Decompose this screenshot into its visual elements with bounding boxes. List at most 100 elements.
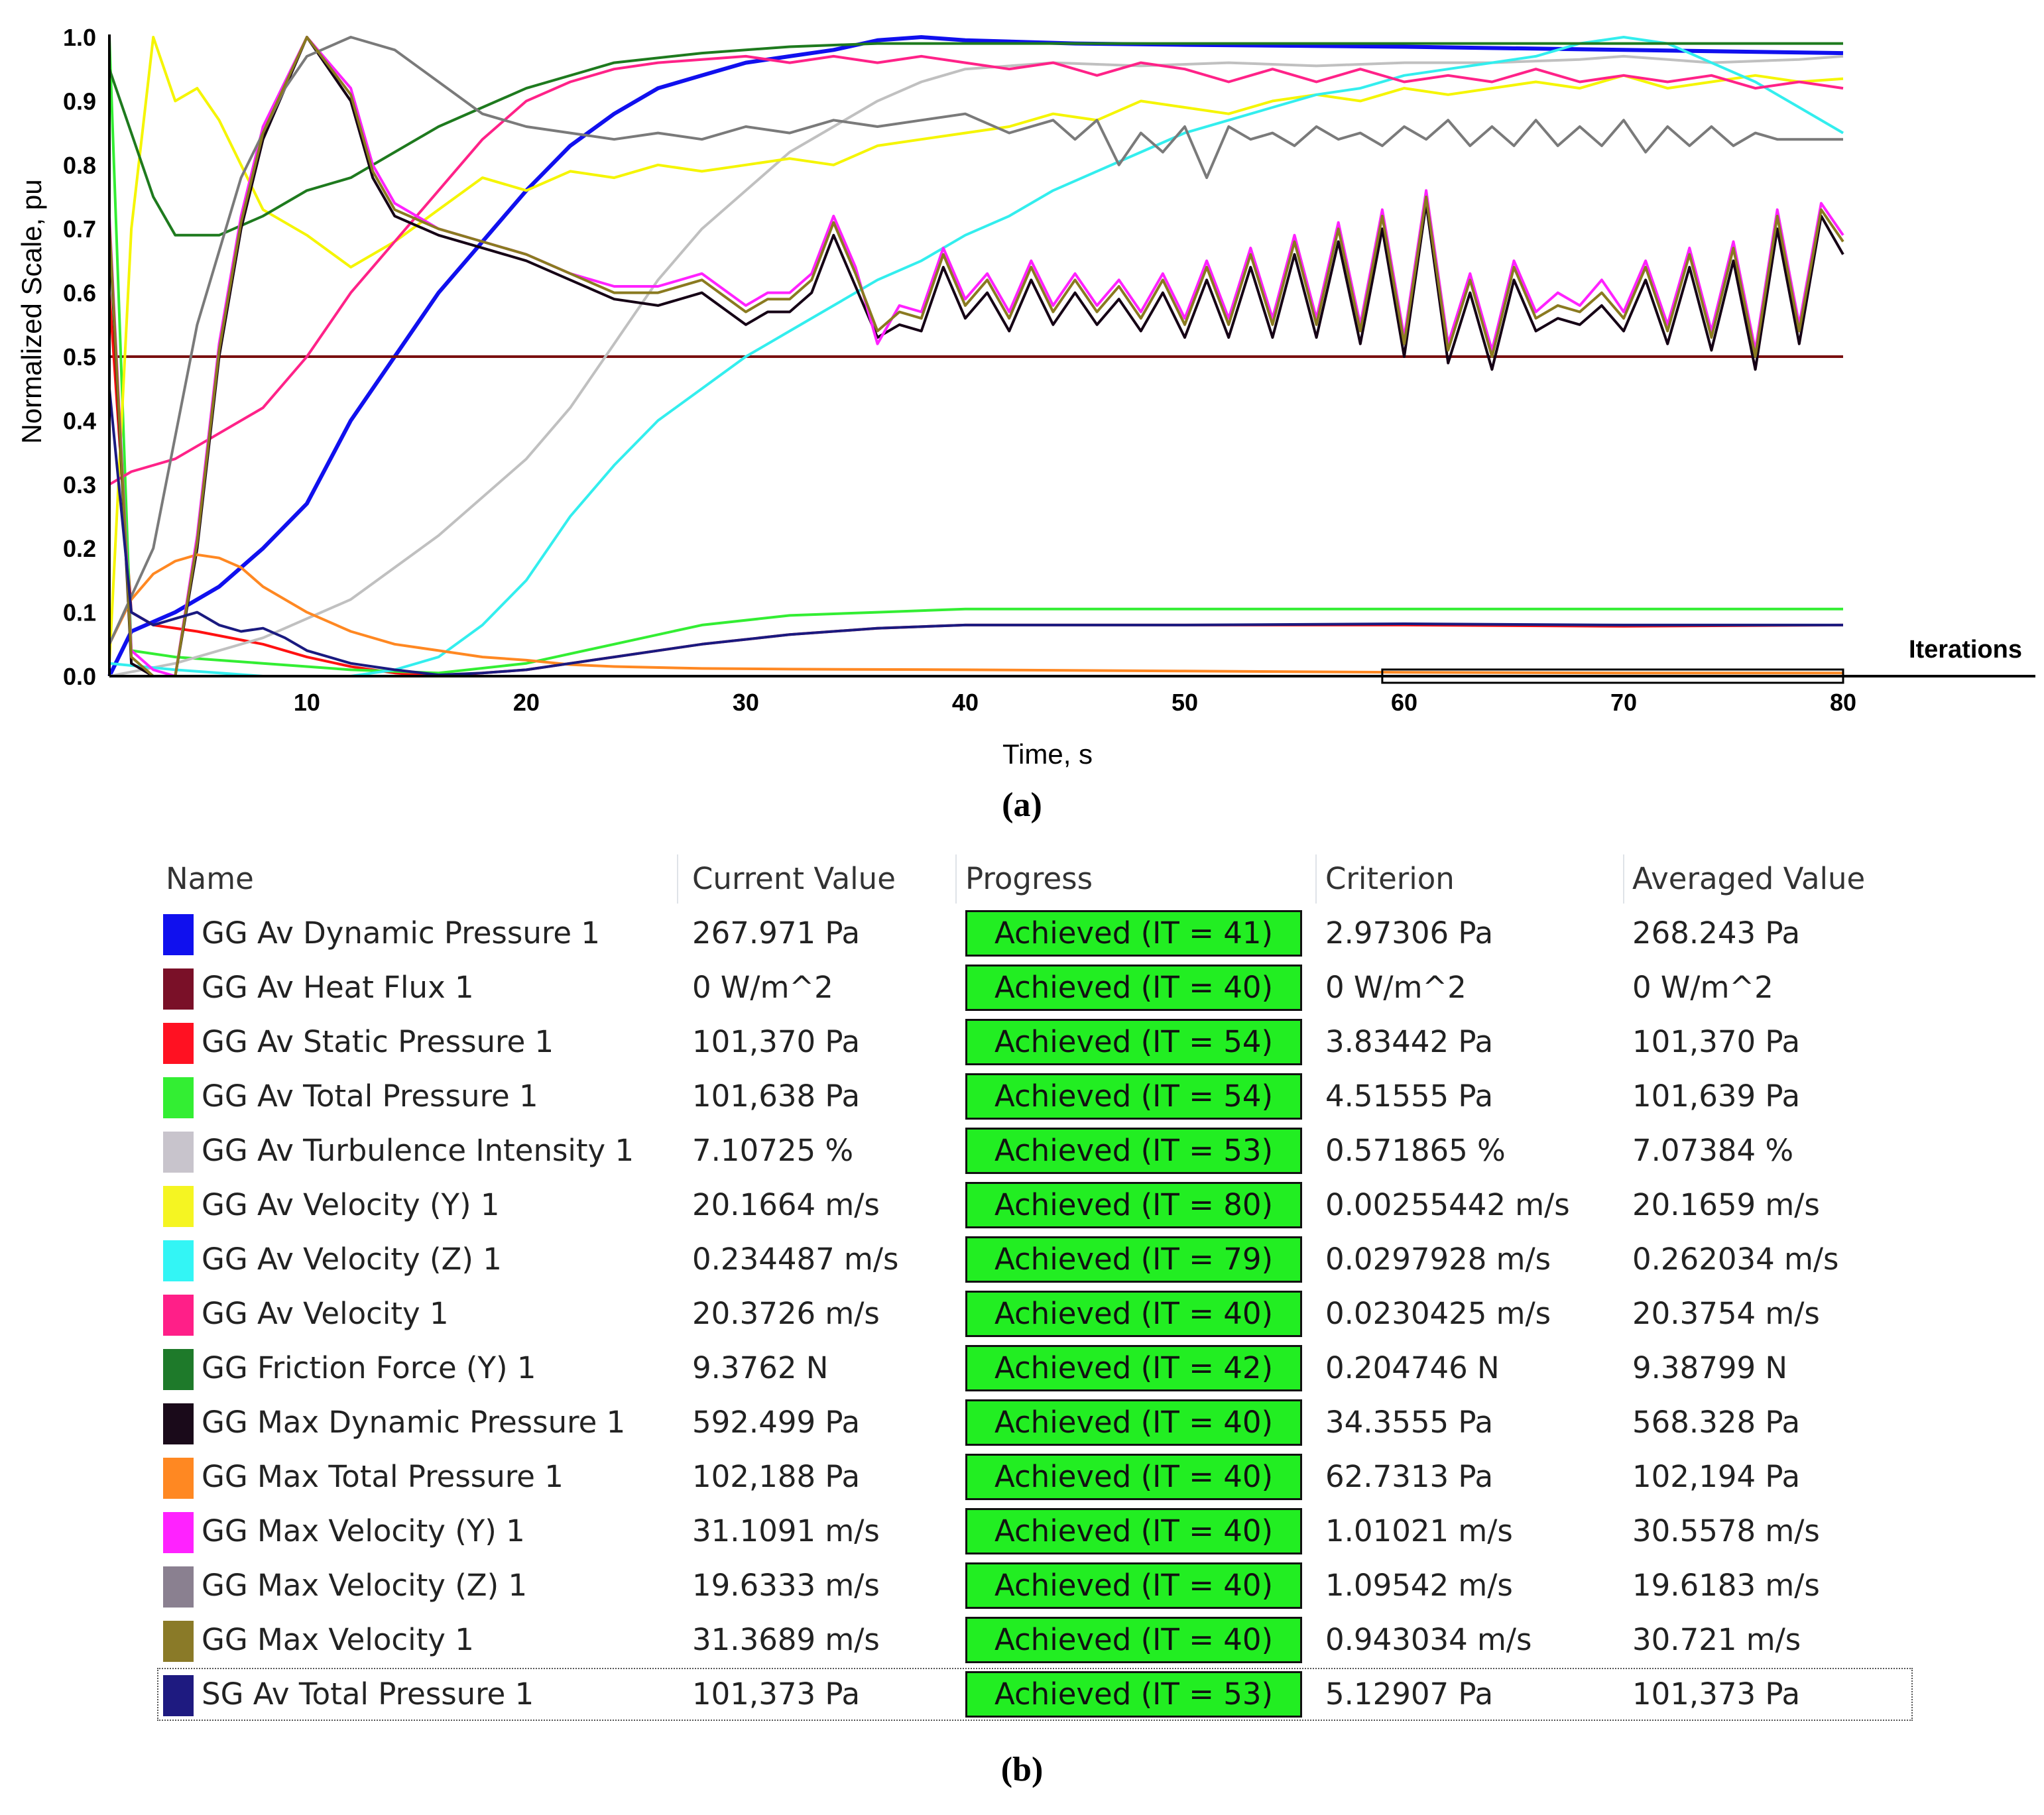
goal-name: GG Max Dynamic Pressure 1 xyxy=(202,1405,626,1440)
table-row[interactable]: GG Av Static Pressure 1 101,370 Pa Achieve… xyxy=(156,1015,1913,1069)
x-tick-label: 20 xyxy=(513,689,540,716)
series-line xyxy=(108,36,1843,645)
table-row[interactable]: GG Av Total Pressure 1 101,638 Pa Achieved… xyxy=(156,1069,1913,1124)
current-value: 101,370 Pa xyxy=(692,1024,861,1059)
header-current-value[interactable]: Current Value xyxy=(692,861,896,896)
goals-table: Name Current Value Progress Criterion Av… xyxy=(156,852,1913,1722)
averaged-value: 101,370 Pa xyxy=(1632,1024,1801,1059)
criterion-value: 0 W/m^2 xyxy=(1325,970,1467,1005)
criterion-value: 0.204746 N xyxy=(1325,1350,1500,1385)
series-color-swatch xyxy=(163,1240,194,1281)
series-color-swatch xyxy=(163,968,194,1010)
header-separator[interactable] xyxy=(1315,854,1317,904)
y-tick-label: 0.4 xyxy=(63,407,96,434)
header-separator[interactable] xyxy=(1623,854,1624,904)
averaged-value: 102,194 Pa xyxy=(1632,1459,1801,1494)
current-value: 267.971 Pa xyxy=(692,915,861,951)
series-color-swatch xyxy=(163,1566,194,1608)
x-tick-label: 50 xyxy=(1172,689,1198,716)
goal-name: GG Av Dynamic Pressure 1 xyxy=(202,915,600,951)
y-tick-label: 0.1 xyxy=(63,599,96,626)
goal-name: GG Max Total Pressure 1 xyxy=(202,1459,564,1494)
header-averaged-value[interactable]: Averaged Value xyxy=(1632,861,1866,896)
progress-status: Achieved (IT = 41) xyxy=(965,910,1302,957)
table-row[interactable]: GG Max Total Pressure 1 102,188 Pa Achieve… xyxy=(156,1450,1913,1504)
series-line xyxy=(108,292,1844,677)
progress-status: Achieved (IT = 79) xyxy=(965,1236,1302,1283)
series-layer xyxy=(107,35,1844,677)
series-line xyxy=(108,36,1843,675)
iterations-range-box xyxy=(1381,668,1844,684)
table-row[interactable]: GG Max Dynamic Pressure 1 592.499 Pa Achie… xyxy=(156,1395,1913,1450)
goal-name: GG Av Velocity (Z) 1 xyxy=(202,1242,502,1277)
criterion-value: 0.0297928 m/s xyxy=(1325,1242,1551,1277)
header-separator[interactable] xyxy=(677,854,678,904)
header-criterion[interactable]: Criterion xyxy=(1325,861,1455,896)
table-row[interactable]: GG Av Velocity (Y) 1 20.1664 m/s Achieved … xyxy=(156,1178,1913,1232)
averaged-value: 20.3754 m/s xyxy=(1632,1296,1820,1331)
criterion-value: 4.51555 Pa xyxy=(1325,1079,1494,1114)
series-color-swatch xyxy=(163,914,194,955)
table-row[interactable]: GG Av Velocity (Z) 1 0.234487 m/s Achieved… xyxy=(156,1232,1913,1287)
goal-name: GG Max Velocity (Z) 1 xyxy=(202,1568,528,1603)
progress-status: Achieved (IT = 40) xyxy=(965,965,1302,1011)
averaged-value: 7.07384 % xyxy=(1632,1133,1794,1168)
series-line xyxy=(108,388,1843,677)
y-tick-label: 0.0 xyxy=(63,663,96,690)
criterion-value: 2.97306 Pa xyxy=(1325,915,1494,951)
x-tick-label: 80 xyxy=(1830,689,1856,716)
goal-name: GG Av Velocity (Y) 1 xyxy=(202,1187,500,1222)
series-line xyxy=(108,553,1843,675)
criterion-value: 1.09542 m/s xyxy=(1325,1568,1513,1603)
y-tick-label: 0.6 xyxy=(63,280,96,307)
series-line xyxy=(108,36,1844,664)
table-row[interactable]: GG Av Dynamic Pressure 1 267.971 Pa Achiev… xyxy=(156,906,1913,961)
current-value: 0 W/m^2 xyxy=(692,970,833,1005)
table-row[interactable]: GG Max Velocity (Z) 1 19.6333 m/s Achieved… xyxy=(156,1558,1913,1613)
caption-a: (a) xyxy=(1002,786,1042,824)
current-value: 31.1091 m/s xyxy=(692,1513,880,1549)
iterations-label: Iterations xyxy=(1909,636,2022,664)
series-line xyxy=(109,36,1844,677)
table-row[interactable]: GG Av Velocity 1 20.3726 m/s Achieved (IT … xyxy=(156,1287,1913,1341)
header-progress[interactable]: Progress xyxy=(965,861,1093,896)
table-row[interactable]: GG Av Heat Flux 1 0 W/m^2 Achieved (IT = 4… xyxy=(156,961,1913,1015)
header-name[interactable]: Name xyxy=(166,861,254,896)
current-value: 31.3689 m/s xyxy=(692,1622,880,1657)
averaged-value: 268.243 Pa xyxy=(1632,915,1801,951)
averaged-value: 20.1659 m/s xyxy=(1632,1187,1820,1222)
series-color-swatch xyxy=(163,1295,194,1336)
header-separator[interactable] xyxy=(955,854,957,904)
table-header: Name Current Value Progress Criterion Av… xyxy=(156,852,1913,906)
y-tick-label: 0.7 xyxy=(63,215,96,243)
goal-name: GG Av Heat Flux 1 xyxy=(202,970,474,1005)
current-value: 19.6333 m/s xyxy=(692,1568,880,1603)
progress-status: Achieved (IT = 80) xyxy=(965,1182,1302,1228)
criterion-value: 0.943034 m/s xyxy=(1325,1622,1532,1657)
current-value: 102,188 Pa xyxy=(692,1459,861,1494)
x-tick-label: 30 xyxy=(733,689,759,716)
series-color-swatch xyxy=(163,1458,194,1499)
table-row[interactable]: GG Max Velocity 1 31.3689 m/s Achieved (IT… xyxy=(156,1613,1913,1667)
x-tick-label: 10 xyxy=(294,689,320,716)
progress-status: Achieved (IT = 40) xyxy=(965,1291,1302,1337)
table-row[interactable]: GG Friction Force (Y) 1 9.3762 N Achieved … xyxy=(156,1341,1913,1395)
averaged-value: 101,373 Pa xyxy=(1632,1676,1801,1712)
progress-status: Achieved (IT = 53) xyxy=(965,1128,1302,1174)
table-row[interactable]: SG Av Total Pressure 1 101,373 Pa Achieved… xyxy=(156,1667,1913,1722)
goal-name: GG Av Total Pressure 1 xyxy=(202,1079,538,1114)
x-tick-label: 40 xyxy=(952,689,979,716)
progress-status: Achieved (IT = 54) xyxy=(965,1019,1302,1065)
caption-b: (b) xyxy=(1000,1751,1044,1788)
criterion-value: 34.3555 Pa xyxy=(1325,1405,1494,1440)
series-color-swatch xyxy=(163,1077,194,1118)
progress-status: Achieved (IT = 42) xyxy=(965,1345,1302,1391)
series-color-swatch xyxy=(163,1132,194,1173)
series-line xyxy=(109,54,1844,677)
y-tick-label: 0.8 xyxy=(63,152,96,179)
tick-layer: 10 20 30 40 50 60 70 80 0.0 0.1 0.2 0.3 0.4 0.5 0.6 0.7… xyxy=(63,24,1856,716)
table-row[interactable]: GG Max Velocity (Y) 1 31.1091 m/s Achieved… xyxy=(156,1504,1913,1558)
table-row[interactable]: GG Av Turbulence Intensity 1 7.10725 % Ach… xyxy=(156,1124,1913,1178)
averaged-value: 9.38799 N xyxy=(1632,1350,1788,1385)
goal-name: SG Av Total Pressure 1 xyxy=(202,1676,534,1712)
